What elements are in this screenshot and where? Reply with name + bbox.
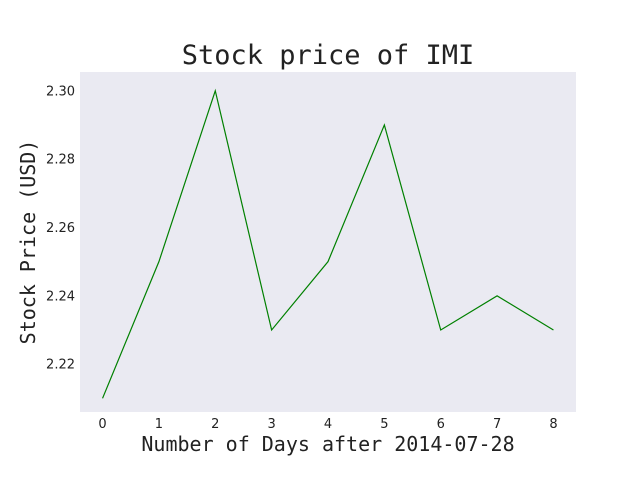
- y-tick-label: 2.24: [46, 289, 75, 304]
- x-tick-label: 1: [155, 417, 163, 432]
- x-tick-label: 3: [267, 417, 275, 432]
- x-tick-label: 6: [437, 417, 445, 432]
- x-tick-label: 0: [98, 417, 106, 432]
- x-tick-label: 7: [493, 417, 501, 432]
- x-tick-label: 2: [211, 417, 219, 432]
- y-tick-label: 2.28: [46, 153, 75, 168]
- x-axis-label: Number of Days after 2014-07-28: [141, 432, 514, 456]
- y-axis-label: Stock Price (USD): [16, 140, 40, 345]
- x-tick-label: 5: [380, 417, 388, 432]
- y-tick-label: 2.22: [46, 358, 75, 373]
- chart-title: Stock price of IMI: [182, 40, 475, 71]
- plot-area: [80, 72, 576, 412]
- y-axis-ticks: 2.22 2.24 2.26 2.28 2.30: [46, 84, 75, 372]
- y-tick-label: 2.26: [46, 221, 75, 236]
- x-tick-label: 4: [324, 417, 332, 432]
- x-axis-ticks: 0 1 2 3 4 5 6 7 8: [98, 417, 557, 432]
- x-tick-label: 8: [549, 417, 557, 432]
- y-tick-label: 2.30: [46, 84, 75, 99]
